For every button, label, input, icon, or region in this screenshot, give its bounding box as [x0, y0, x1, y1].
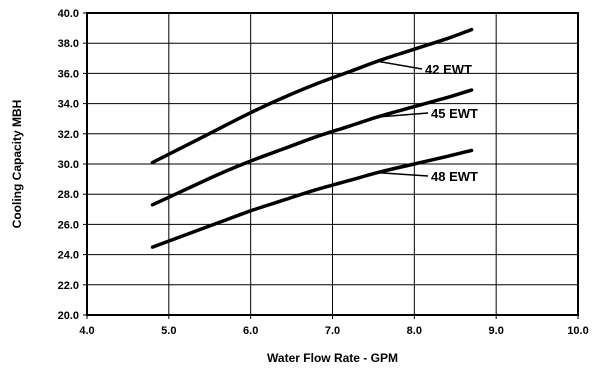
- y-tick-label: 28.0: [58, 189, 79, 201]
- y-tick-label: 20.0: [58, 310, 79, 322]
- series-line-42-ewt: [150, 27, 474, 165]
- x-tick-label: 9.0: [489, 325, 504, 337]
- series-leader-line: [377, 112, 429, 118]
- y-tick-label: 22.0: [58, 280, 79, 292]
- y-tick-label: 24.0: [58, 250, 79, 262]
- y-tick-label: 38.0: [58, 38, 79, 50]
- x-axis-label: Water Flow Rate - GPM: [267, 351, 398, 365]
- x-tick-label: 4.0: [79, 325, 94, 337]
- y-axis-label: Cooling Capacity MBH: [10, 100, 24, 229]
- y-tick-label: 32.0: [58, 129, 79, 141]
- x-tick-label: 6.0: [243, 325, 258, 337]
- series-line-48-ewt: [150, 148, 474, 249]
- series-leader-line: [377, 171, 429, 177]
- series-label: 48 EWT: [431, 169, 478, 184]
- x-tick-label: 7.0: [325, 325, 340, 337]
- y-tick-label: 30.0: [58, 159, 79, 171]
- x-axis-ticks: 4.0 5.0 6.0 7.0 8.0 9.0 10.0: [79, 315, 589, 337]
- x-tick-label: 8.0: [407, 325, 422, 337]
- y-tick-label: 40.0: [58, 8, 79, 20]
- x-tick-label: 10.0: [567, 325, 588, 337]
- series-group: [150, 27, 474, 249]
- series-labels: 42 EWT 45 EWT 48 EWT: [377, 60, 478, 184]
- y-tick-label: 26.0: [58, 219, 79, 231]
- y-tick-label: 36.0: [58, 68, 79, 80]
- series-leader-line: [377, 60, 423, 70]
- x-tick-label: 5.0: [161, 325, 176, 337]
- y-axis-ticks: 20.0 22.0 24.0 26.0 28.0 30.0 32.0 34.0 36.0 38.0…: [58, 8, 87, 322]
- series-label: 42 EWT: [425, 62, 472, 77]
- y-tick-label: 34.0: [58, 99, 79, 111]
- series-label: 45 EWT: [431, 106, 478, 121]
- series-line-45-ewt: [150, 88, 474, 207]
- grid-lines: [87, 13, 578, 315]
